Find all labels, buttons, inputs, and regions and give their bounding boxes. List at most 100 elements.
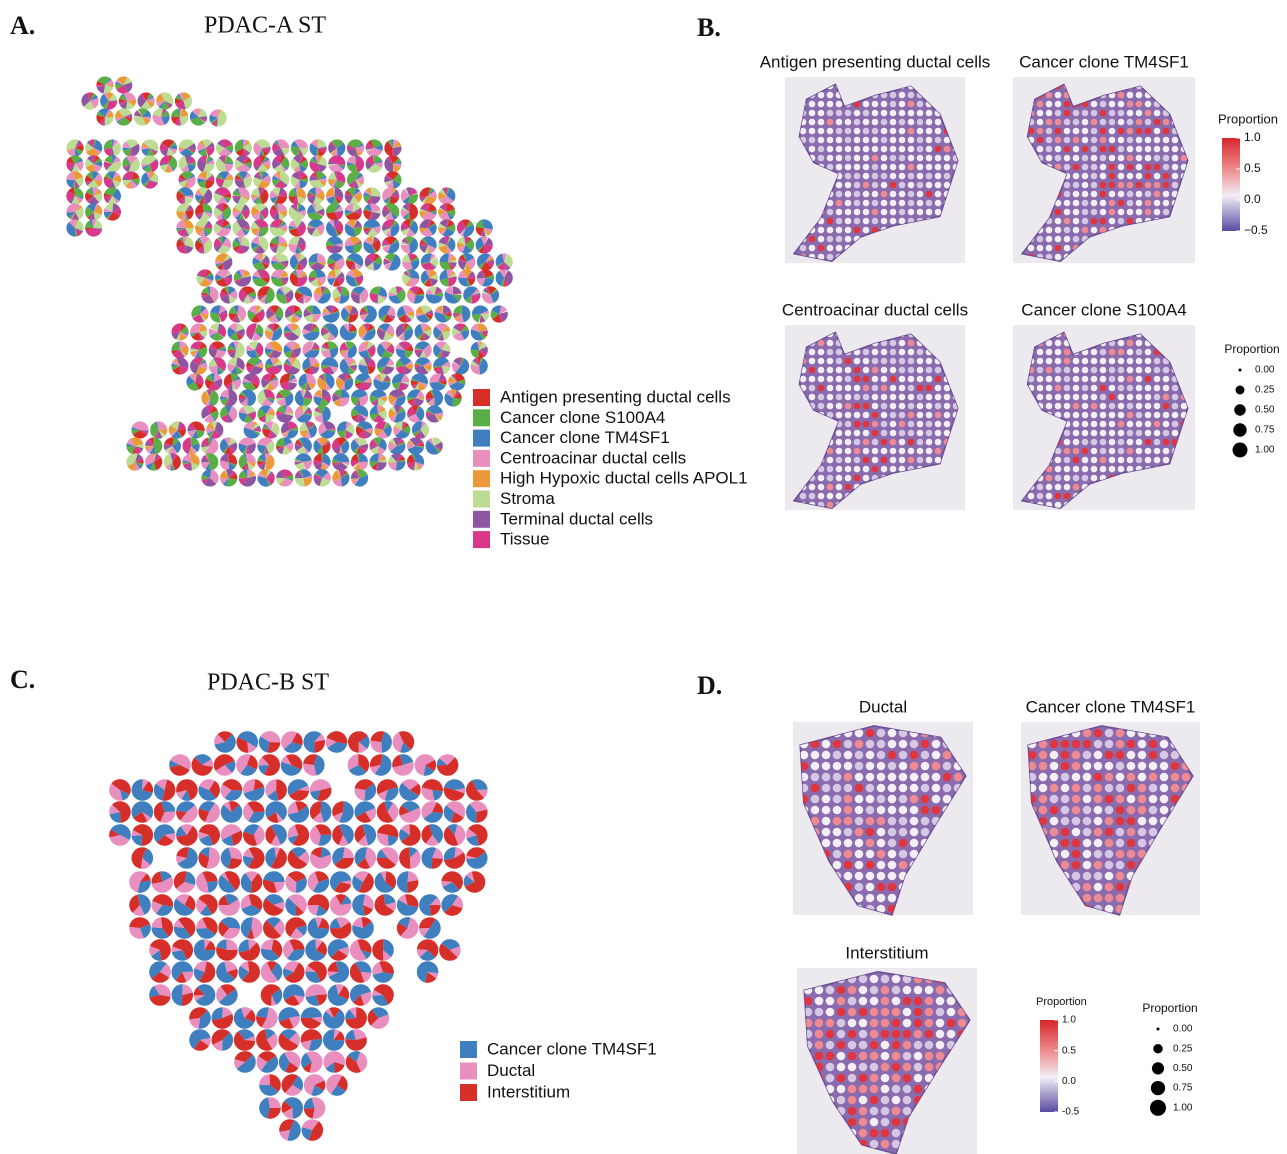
tissue-spot: [855, 795, 864, 804]
tissue-spot: [822, 817, 831, 826]
tissue-spot: [818, 146, 825, 153]
tissue-spot: [1055, 227, 1062, 234]
tissue-spot: [854, 164, 861, 171]
tissue-spot: [866, 806, 875, 815]
tissue-spot: [827, 502, 834, 509]
tissue-spot: [910, 762, 919, 771]
tissue-spot: [1136, 164, 1143, 171]
tissue-spot: [1136, 448, 1143, 455]
tissue-spot: [863, 110, 870, 117]
tissue-spot: [1154, 173, 1161, 180]
pie-slice: [297, 278, 307, 287]
pie-slice: [371, 187, 381, 197]
tissue-spot: [1055, 218, 1062, 225]
tissue-spot: [818, 236, 825, 243]
tissue-spot: [877, 784, 886, 793]
tissue-spot: [872, 430, 879, 437]
tissue-spot: [935, 367, 942, 374]
tissue-spot: [926, 209, 933, 216]
tissue-spot: [1064, 349, 1071, 356]
tissue-spot: [1145, 200, 1152, 207]
tissue-spot: [866, 872, 875, 881]
tissue-spot: [818, 101, 825, 108]
tissue-spot: [899, 839, 908, 848]
tissue-spot: [1116, 773, 1125, 782]
tissue-spot: [935, 430, 942, 437]
tissue-spot: [932, 806, 941, 815]
tissue-spot: [1064, 227, 1071, 234]
tissue-spot: [1127, 376, 1134, 383]
tissue-spot: [1118, 137, 1125, 144]
pie-slice: [184, 219, 194, 228]
tissue-spot: [908, 430, 915, 437]
tissue-spot: [1154, 367, 1161, 374]
tissue-spot: [836, 484, 843, 491]
tissue-spot: [1154, 155, 1161, 162]
tissue-spot: [1109, 200, 1116, 207]
tissue-spot: [899, 349, 906, 356]
tissue-spot: [881, 200, 888, 207]
tissue-spot: [818, 245, 825, 252]
tissue-spot: [1127, 795, 1136, 804]
tissue-spot: [845, 110, 852, 117]
tissue-spot: [935, 421, 942, 428]
tissue-spot: [881, 173, 888, 180]
tissue-spot: [872, 173, 879, 180]
tissue-spot: [1118, 101, 1125, 108]
tissue-spot: [917, 421, 924, 428]
tissue-spot: [855, 762, 864, 771]
tissue-spot: [833, 795, 842, 804]
tissue-spot: [899, 164, 906, 171]
tissue-spot: [1160, 773, 1169, 782]
tissue-spot: [877, 729, 886, 738]
tissue-spot: [809, 137, 816, 144]
tissue-spot: [1082, 367, 1089, 374]
tissue-spot: [908, 164, 915, 171]
tissue-spot: [872, 137, 879, 144]
tissue-spot: [1064, 110, 1071, 117]
pie-slice: [401, 245, 410, 254]
tissue-spot: [899, 412, 906, 419]
tissue-spot: [890, 448, 897, 455]
tissue-spot: [877, 751, 886, 760]
tissue-spot: [845, 209, 852, 216]
tissue-spot: [1091, 421, 1098, 428]
tissue-spot: [1091, 101, 1098, 108]
tissue-spot: [854, 110, 861, 117]
tissue-spot: [1136, 128, 1143, 135]
tissue-spot: [881, 421, 888, 428]
tissue-spot: [1145, 349, 1152, 356]
tissue-spot: [1055, 245, 1062, 252]
tissue-spot: [833, 773, 842, 782]
tissue-spot: [932, 740, 941, 749]
tissue-spot: [1118, 146, 1125, 153]
tissue-spot: [1163, 137, 1170, 144]
tissue-spot: [1094, 773, 1103, 782]
pie-slice: [340, 295, 350, 304]
pie-slice: [340, 397, 350, 406]
tissue-spot: [1118, 119, 1125, 126]
tissue-spot: [1127, 762, 1136, 771]
tissue-spot: [844, 784, 853, 793]
pie-slice: [74, 187, 84, 197]
panel-title: PDAC-B ST: [207, 670, 329, 696]
tissue-spot: [1118, 128, 1125, 135]
tissue-spot: [1118, 155, 1125, 162]
tissue-spot: [1094, 784, 1103, 793]
pie-slice: [207, 881, 218, 893]
pie-slice: [289, 382, 297, 391]
tissue-spot: [863, 101, 870, 108]
tissue-spot: [854, 137, 861, 144]
tissue-spot: [1163, 191, 1170, 198]
tissue-spot: [1100, 421, 1107, 428]
tissue-spot: [1127, 349, 1134, 356]
tissue-spot: [827, 146, 834, 153]
tissue-spot: [1160, 806, 1169, 815]
tissue-spot: [944, 146, 951, 153]
tissue-spot: [827, 236, 834, 243]
tissue-spot: [1082, 466, 1089, 473]
tissue-spot: [890, 403, 897, 410]
tissue-spot: [845, 191, 852, 198]
tissue-spot: [1172, 173, 1179, 180]
tissue-spot: [827, 358, 834, 365]
